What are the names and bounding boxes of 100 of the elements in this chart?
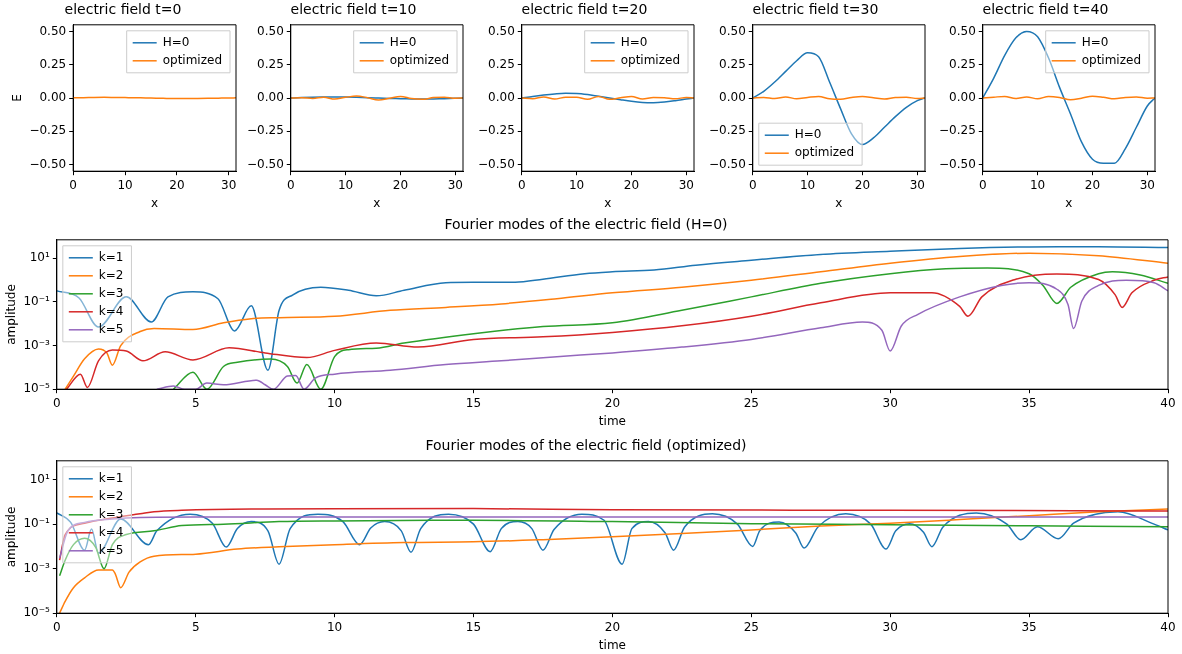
x-tick-label: 20 xyxy=(1084,177,1101,192)
chart-title: Fourier modes of the electric field (H=0) xyxy=(444,216,728,233)
x-tick-label: 15 xyxy=(465,619,482,634)
y-axis-title: amplitude xyxy=(4,506,19,568)
line-series xyxy=(58,519,1168,577)
y-tick-label: −0.50 xyxy=(477,156,515,171)
y-tick-label: 0.25 xyxy=(719,56,746,71)
x-tick-label: 25 xyxy=(743,619,759,634)
x-tick-label: 10 xyxy=(799,177,816,192)
y-tick-label: 10¹ xyxy=(29,250,50,265)
line-series xyxy=(752,52,925,146)
y-tick-label: 10⁻³ xyxy=(23,560,50,575)
legend-label: H=0 xyxy=(794,127,822,142)
x-tick-label: 0 xyxy=(52,395,61,410)
legend-label: optimized xyxy=(162,52,223,67)
legend-label: H=0 xyxy=(162,34,190,49)
x-tick-label: 0 xyxy=(69,177,77,192)
legend-label: k=3 xyxy=(98,285,124,300)
y-tick-label: −0.50 xyxy=(246,156,284,171)
legend-label: k=5 xyxy=(98,542,124,557)
y-tick-label: 0.50 xyxy=(257,23,284,38)
x-tick-label: 10 xyxy=(568,177,585,192)
y-tick-label: −0.25 xyxy=(708,123,746,138)
y-tick-label: 10⁻¹ xyxy=(23,516,50,531)
legend-label: optimized xyxy=(620,52,681,67)
x-tick-label: 30 xyxy=(221,177,237,192)
y-tick-label: 10⁻³ xyxy=(23,337,50,352)
y-tick-label: 0.50 xyxy=(719,23,746,38)
x-tick-label: 20 xyxy=(623,177,640,192)
line-series xyxy=(58,516,1168,559)
y-tick-label: 10⁻⁵ xyxy=(23,381,50,396)
y-tick-label: 0.00 xyxy=(488,90,515,105)
x-tick-label: 10 xyxy=(326,395,343,410)
x-tick-label: 30 xyxy=(678,177,694,192)
x-tick-label: 40 xyxy=(1160,395,1176,410)
x-axis-title: x xyxy=(835,195,843,210)
chart-title: electric field t=10 xyxy=(290,1,417,18)
legend-label: optimized xyxy=(794,145,855,160)
y-axis-title: amplitude xyxy=(4,284,19,345)
y-tick-label: −0.25 xyxy=(938,123,976,138)
y-tick-label: 0.00 xyxy=(257,90,284,105)
x-tick-label: 20 xyxy=(854,177,871,192)
x-axis-title: x xyxy=(604,195,612,210)
y-tick-label: −0.25 xyxy=(477,123,515,138)
x-tick-label: 35 xyxy=(1021,395,1037,410)
legend-label: k=2 xyxy=(98,488,124,503)
x-tick-label: 10 xyxy=(117,177,133,192)
legend-label: optimized xyxy=(1081,52,1142,67)
y-tick-label: 10⁻⁵ xyxy=(23,605,50,620)
legend-label: H=0 xyxy=(1081,34,1109,49)
line-series xyxy=(56,245,1168,371)
y-tick-label: 0.50 xyxy=(949,23,976,38)
x-axis-title: time xyxy=(598,413,626,428)
y-tick-label: 0.25 xyxy=(39,56,67,71)
chart-title: electric field t=40 xyxy=(982,1,1109,18)
x-axis-title: x xyxy=(1065,195,1073,210)
x-tick-label: 5 xyxy=(191,619,200,634)
x-tick-label: 0 xyxy=(748,177,757,192)
y-tick-label: 10¹ xyxy=(29,471,50,486)
legend-label: k=2 xyxy=(98,267,124,282)
x-tick-label: 0 xyxy=(286,177,295,192)
legend-label: k=3 xyxy=(98,506,124,521)
legend-label: k=1 xyxy=(98,249,124,264)
y-tick-label: 0.50 xyxy=(488,23,515,38)
y-tick-label: −0.25 xyxy=(29,123,67,138)
y-tick-label: 0.25 xyxy=(488,56,515,71)
x-tick-label: 20 xyxy=(604,395,621,410)
x-tick-label: 40 xyxy=(1160,619,1176,634)
y-tick-label: 0.00 xyxy=(949,90,976,105)
x-axis-title: x xyxy=(151,195,159,210)
y-tick-label: −0.25 xyxy=(246,123,284,138)
x-tick-label: 0 xyxy=(517,177,526,192)
y-axis-title: E xyxy=(10,94,25,102)
y-tick-label: 10⁻¹ xyxy=(23,294,50,309)
y-tick-label: 0.25 xyxy=(949,56,976,71)
x-tick-label: 10 xyxy=(1029,177,1046,192)
legend-label: k=5 xyxy=(98,321,124,336)
y-tick-label: 0.00 xyxy=(39,90,67,105)
chart-title: electric field t=20 xyxy=(521,1,648,18)
y-tick-label: −0.50 xyxy=(708,156,746,171)
x-tick-label: 20 xyxy=(604,619,621,634)
y-tick-label: 0.00 xyxy=(719,90,746,105)
legend-label: optimized xyxy=(389,52,450,67)
x-tick-label: 10 xyxy=(326,619,343,634)
chart-title: Fourier modes of the electric field (optimized) xyxy=(425,437,747,454)
x-tick-label: 35 xyxy=(1021,619,1037,634)
x-axis-title: time xyxy=(598,637,626,652)
chart-title: electric field t=30 xyxy=(752,1,879,18)
x-tick-label: 30 xyxy=(882,619,898,634)
legend-label: k=4 xyxy=(98,524,124,539)
x-tick-label: 25 xyxy=(743,395,759,410)
x-tick-label: 30 xyxy=(909,177,925,192)
x-tick-label: 0 xyxy=(978,177,987,192)
y-tick-label: −0.50 xyxy=(938,156,976,171)
x-tick-label: 0 xyxy=(52,619,61,634)
x-tick-label: 20 xyxy=(169,177,185,192)
line-series xyxy=(64,252,1168,390)
y-tick-label: −0.50 xyxy=(29,156,67,171)
x-tick-label: 15 xyxy=(465,395,482,410)
x-tick-label: 30 xyxy=(1139,177,1155,192)
